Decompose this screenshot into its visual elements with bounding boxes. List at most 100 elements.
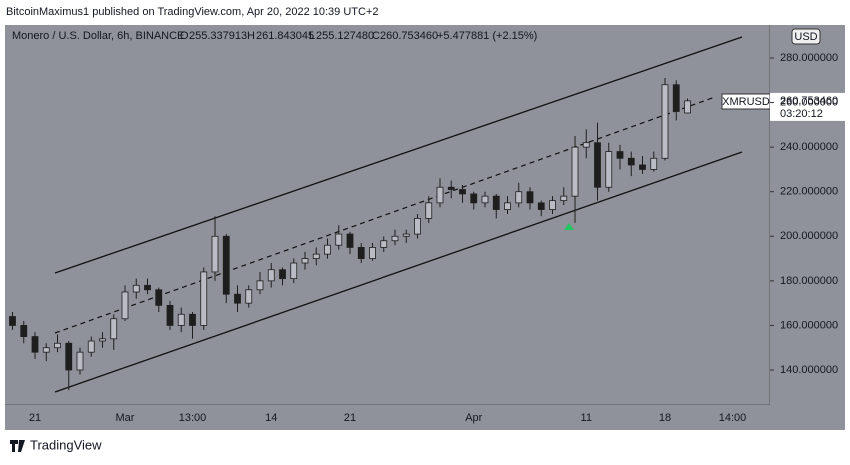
y-tick-label: 140.000000	[780, 364, 838, 376]
y-tick-label: 160.000000	[780, 319, 838, 331]
time-axis	[5, 405, 770, 430]
candle-body	[189, 313, 196, 326]
candle-body	[144, 284, 151, 291]
x-tick-label: 13:00	[179, 412, 207, 424]
candle-body	[31, 336, 39, 353]
o-label: O	[180, 30, 189, 42]
candle-body	[380, 240, 388, 248]
last-price-box	[770, 92, 845, 121]
candle-body	[672, 84, 680, 112]
candle-body	[279, 269, 286, 280]
x-tick-label: 21	[344, 412, 356, 424]
candle-body	[155, 289, 163, 306]
candle-body	[166, 304, 174, 326]
candle-body	[616, 151, 624, 159]
candle-body	[639, 164, 646, 170]
h-value: 261.843045	[256, 30, 314, 42]
candle-body	[200, 271, 208, 326]
x-tick-label: 21	[29, 412, 41, 424]
candle-body	[20, 325, 28, 337]
candle-body	[42, 347, 50, 353]
candle-body	[549, 200, 556, 210]
x-tick-label: 18	[659, 412, 671, 424]
candles	[9, 78, 691, 391]
y-tick-label: 280.000000	[780, 52, 838, 64]
x-tick-label: 11	[581, 412, 592, 424]
candle-body	[571, 146, 579, 197]
candle-body	[436, 186, 444, 204]
countdown: 03:20:12	[780, 108, 823, 120]
channel-upper	[54, 36, 743, 274]
candle-body	[9, 316, 16, 326]
candle-body	[526, 191, 534, 204]
candle-body	[594, 142, 601, 188]
candle-body	[76, 351, 84, 371]
last-price: 260.753460	[780, 95, 838, 107]
c-label: C	[372, 30, 380, 42]
candle-body	[414, 218, 421, 235]
candle-body	[87, 340, 95, 353]
candle-body	[256, 280, 264, 291]
candle-body	[245, 289, 253, 304]
arrow-marker	[564, 223, 574, 230]
channel-lower	[54, 151, 743, 393]
candle-body	[481, 195, 489, 204]
candle-body	[110, 318, 118, 340]
candle-body	[132, 284, 140, 293]
candle-body	[177, 313, 185, 326]
candle-body	[234, 293, 241, 304]
x-tick-label: Mar	[116, 412, 135, 424]
y-tick-label: 240.000000	[780, 141, 838, 153]
plot-area	[5, 25, 770, 405]
candle-body	[335, 233, 343, 246]
y-tick-label: 180.000000	[780, 275, 838, 287]
candle-body	[346, 233, 354, 248]
currency-box	[791, 28, 821, 45]
candle-body	[605, 151, 613, 188]
candle-body	[459, 189, 466, 195]
candle-body	[99, 338, 106, 342]
footer-brand: TradingView	[30, 437, 102, 452]
y-tick-label: 260.000000	[780, 96, 838, 108]
legend: Monero / U.S. Dollar, 6h, BINANCE O 255.…	[12, 30, 537, 42]
publisher: BitcoinMaximus1 published on TradingView…	[6, 6, 379, 18]
x-tick-label: Apr	[465, 412, 482, 424]
candle-body	[627, 157, 635, 166]
candle-body	[267, 269, 275, 282]
candle-body	[447, 186, 455, 190]
candle-body	[661, 84, 669, 159]
candle-body	[582, 142, 590, 148]
y-tick-label: 220.000000	[780, 186, 838, 198]
candle-body	[222, 235, 230, 295]
candle-body	[515, 191, 523, 204]
y-tick-label: 200.000000	[780, 230, 838, 242]
candle-body	[369, 247, 376, 259]
x-tick-label: 14	[265, 412, 277, 424]
candle-body	[65, 342, 73, 371]
change: +5.477881 (+2.15%)	[437, 30, 537, 42]
h-label: H	[247, 30, 255, 42]
candle-body	[211, 235, 219, 273]
candle-body	[402, 233, 410, 237]
candle-body	[54, 342, 61, 349]
candle-body	[301, 258, 309, 264]
candle-body	[312, 253, 320, 259]
o-value: 255.337913	[189, 30, 247, 42]
c-value: 260.753460	[380, 30, 438, 42]
candle-body	[470, 193, 478, 204]
l-label: L	[309, 30, 315, 42]
candle-body	[357, 247, 365, 259]
candle-body	[492, 195, 500, 210]
currency: USD	[794, 31, 817, 43]
candle-body	[537, 202, 545, 210]
candle-body	[684, 100, 691, 114]
x-tick-label: 14:00	[719, 412, 747, 424]
candle-body	[324, 244, 331, 255]
last-symbol: XMRUSD	[722, 96, 770, 108]
candle-body	[425, 202, 433, 219]
candle-body	[391, 235, 399, 242]
l-value: 255.127480	[316, 30, 374, 42]
symbol: Monero / U.S. Dollar, 6h, BINANCE	[12, 30, 184, 42]
logo	[10, 440, 25, 452]
